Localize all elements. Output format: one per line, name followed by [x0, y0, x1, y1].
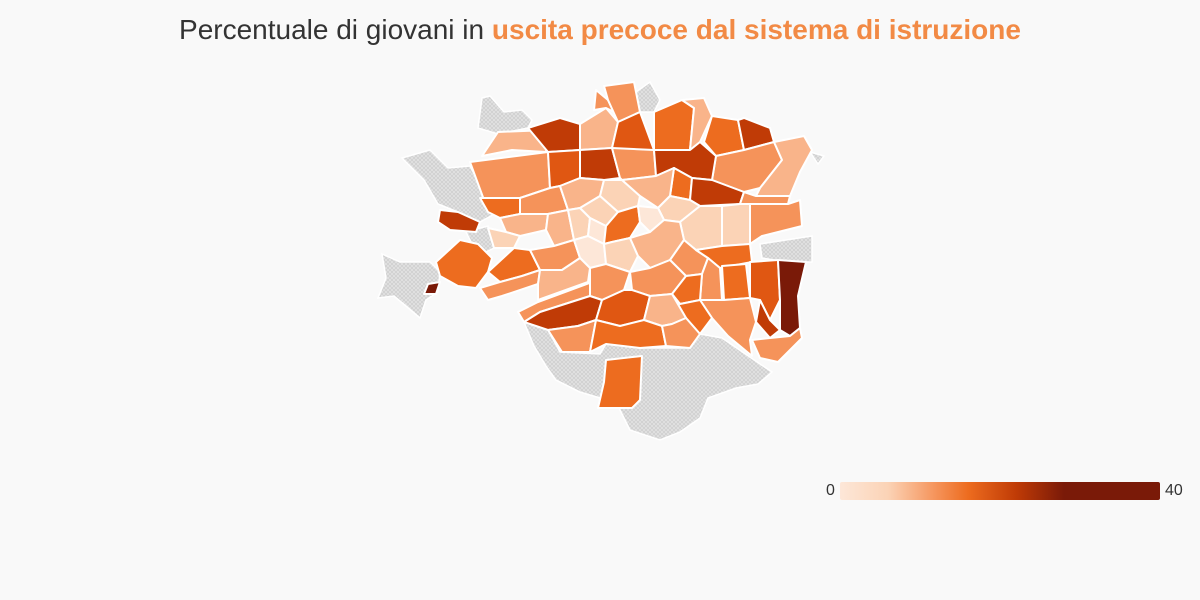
zone-8 — [653, 99, 695, 151]
zone-51 — [755, 299, 781, 339]
title-highlight: uscita precoce dal sistema di istruzione — [491, 14, 1021, 45]
zone-38 — [749, 199, 803, 245]
zone-37 — [721, 203, 751, 247]
zone-29 — [487, 227, 521, 249]
legend-color-bar — [840, 482, 1160, 500]
zone-66 — [589, 319, 667, 353]
no-data-area-west — [376, 252, 441, 320]
zone-54 — [423, 281, 441, 295]
zone-11 — [737, 117, 775, 151]
map-title: Percentuale di giovani in uscita precoce… — [0, 14, 1200, 46]
no-data-area-east2 — [808, 150, 826, 166]
legend-min-label: 0 — [826, 482, 835, 499]
no-data-area-north — [477, 95, 533, 135]
legend-max-label: 40 — [1165, 482, 1183, 499]
zone-67 — [661, 317, 701, 349]
zone-50 — [777, 259, 807, 337]
zone-68 — [597, 355, 643, 409]
zone-52 — [751, 327, 803, 363]
zone-16 — [611, 147, 657, 181]
zone-5 — [593, 89, 615, 113]
zone-39 — [435, 239, 493, 289]
city-zones — [423, 81, 813, 409]
no-data-area-east — [759, 235, 813, 263]
zone-48 — [721, 263, 751, 301]
title-prefix: Percentuale di giovani in — [179, 14, 492, 45]
zone-20 — [739, 191, 791, 205]
zone-22 — [437, 209, 481, 233]
zone-60 — [699, 297, 757, 357]
